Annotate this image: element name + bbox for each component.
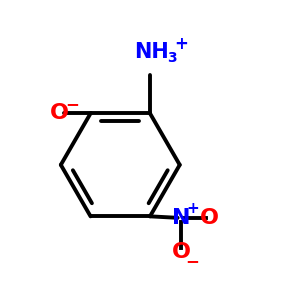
Text: +: + (174, 35, 188, 53)
Text: NH: NH (134, 43, 169, 62)
Text: O: O (50, 103, 69, 123)
Text: O: O (200, 208, 219, 228)
Text: 3: 3 (167, 51, 177, 65)
Text: N: N (172, 208, 190, 228)
Text: −: − (65, 95, 79, 113)
Text: O: O (172, 242, 191, 262)
Text: −: − (186, 252, 200, 270)
Text: +: + (187, 201, 200, 216)
